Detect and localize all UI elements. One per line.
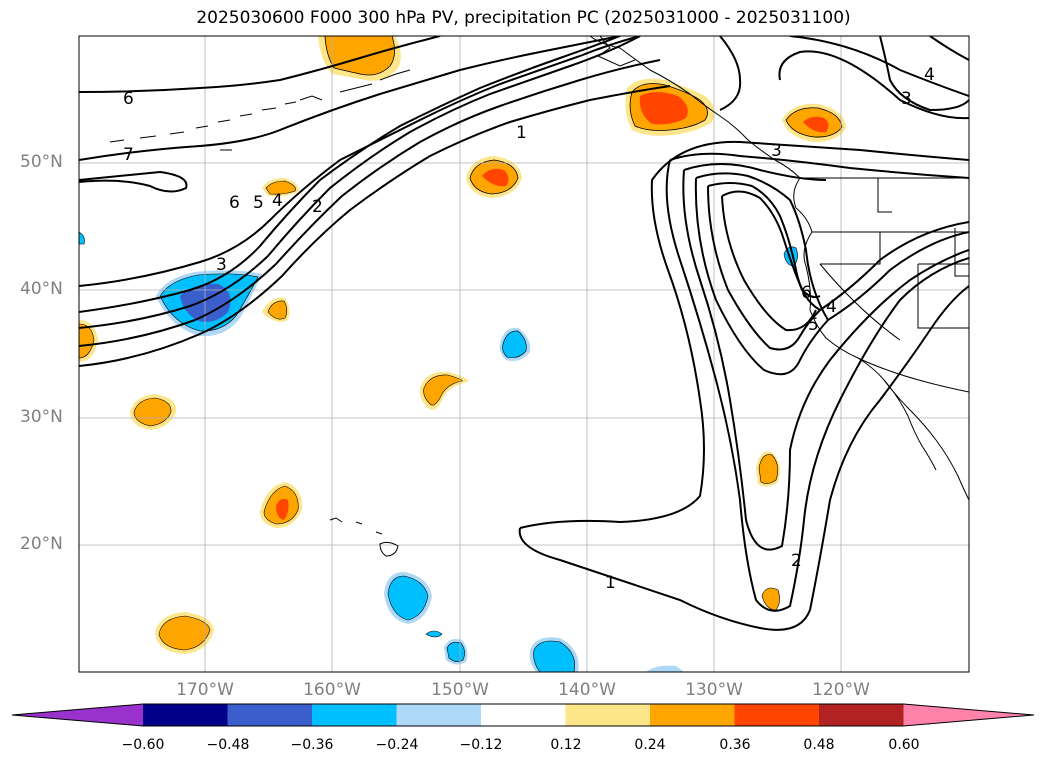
lat-label-30n: 30°N [20, 407, 63, 427]
contour-label: 3 [901, 89, 912, 109]
colorbar-tick-label: 0.12 [550, 737, 582, 753]
colorbar-tick-label: 0.36 [719, 737, 751, 753]
contour-label: 7 [123, 145, 134, 165]
colorbar-tick-label: 0.60 [888, 737, 920, 753]
lon-label-130w: 130°W [685, 680, 743, 700]
lat-label-20n: 20°N [20, 534, 63, 554]
colorbar-outline [11, 703, 1035, 727]
map-frame [78, 35, 970, 673]
colorbar-segment [227, 704, 313, 726]
colorbar [11, 703, 1035, 727]
colorbar-tick-label: −0.60 [121, 737, 165, 753]
colorbar-extend-high [903, 704, 1034, 726]
contour-label: 4 [826, 297, 837, 317]
colorbar-segment [650, 704, 735, 726]
lon-label-160w: 160°W [303, 680, 361, 700]
lon-label-170w: 170°W [176, 680, 234, 700]
lat-label-50n: 50°N [20, 152, 63, 172]
contour-label: 2 [312, 197, 323, 217]
colorbar-extend-low [12, 704, 143, 726]
colorbar-segment [734, 704, 820, 726]
colorbar-segment [312, 704, 397, 726]
contour-label: 3 [216, 255, 227, 275]
contour-label: 2 [791, 551, 802, 571]
colorbar-segment [396, 704, 482, 726]
pv-contours [79, 36, 969, 631]
colorbar-segment [819, 704, 904, 726]
colorbar-tick-label: 0.24 [634, 737, 666, 753]
colorbar-segment [143, 704, 228, 726]
lat-label-40n: 40°N [20, 279, 63, 299]
contour-label: 6 [801, 283, 812, 303]
contour-label: 6 [123, 89, 134, 109]
contour-label: 5 [808, 315, 819, 335]
colorbar-segment [565, 704, 651, 726]
contour-label: 4 [272, 191, 283, 211]
contour-labels: 1 1 2 2 3 3 3 4 4 4 5 5 6 6 6 7 [123, 65, 935, 593]
colorbar-tick-label: −0.36 [290, 737, 334, 753]
lon-label-140w: 140°W [558, 680, 616, 700]
colorbar-tick-label: −0.12 [459, 737, 503, 753]
lon-label-150w: 150°W [431, 680, 489, 700]
colorbar-tick-label: 0.48 [803, 737, 835, 753]
colorbar-tick-label: −0.24 [375, 737, 419, 753]
colorbar-tick-label: −0.48 [206, 737, 250, 753]
contour-label: 3 [771, 141, 782, 161]
coastlines [109, 36, 969, 557]
precip-anomaly-shading [79, 36, 846, 672]
contour-label: 5 [253, 193, 264, 213]
contour-label: 6 [229, 193, 240, 213]
map-title: 2025030600 F000 300 hPa PV, precipitatio… [196, 8, 851, 28]
lon-label-120w: 120°W [812, 680, 870, 700]
contour-label: 1 [605, 573, 616, 593]
contour-label: 1 [516, 123, 527, 143]
contour-label: 4 [924, 65, 935, 85]
colorbar-segment [481, 704, 566, 726]
